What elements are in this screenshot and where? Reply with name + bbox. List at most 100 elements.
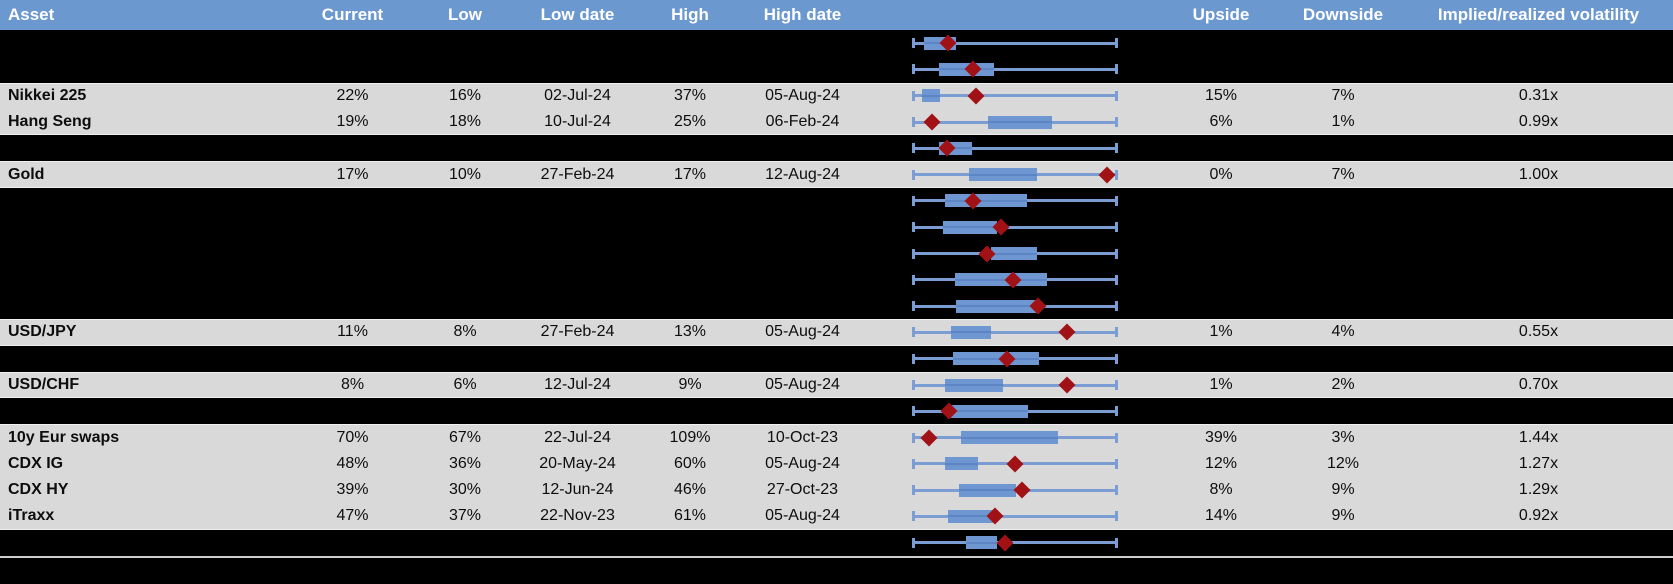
range-plot xyxy=(860,109,1160,135)
range-plot xyxy=(860,477,1160,503)
asset-cell: CDX IG xyxy=(8,454,64,472)
whisker-line xyxy=(913,94,1117,98)
low-date-cell: 12-Jun-24 xyxy=(541,481,614,499)
column-header-current: Current xyxy=(321,5,384,24)
table-body: Nikkei 225 22% 16% 02-Jul-24 37% 05-Aug-24 15%… xyxy=(0,30,1673,556)
range-plot xyxy=(860,372,1160,398)
high-cell: 60% xyxy=(673,454,707,472)
whisker-cap-left xyxy=(912,327,915,338)
asset-cell: iTraxx xyxy=(8,507,55,525)
current-diamond-marker xyxy=(1006,455,1024,473)
low-date-cell: 12-Jul-24 xyxy=(544,376,611,393)
redacted-row xyxy=(0,345,1673,372)
median-line xyxy=(969,173,1038,176)
high-cell: 46% xyxy=(673,481,707,499)
whisker-line xyxy=(913,330,1117,334)
table-row: CDX HY 39% 30% 12-Jun-24 46% 27-Oct-23 8% 9% 1.2… xyxy=(0,477,1673,504)
whisker-cap-left xyxy=(912,432,915,443)
low-cell: 6% xyxy=(453,376,477,393)
whisker-line xyxy=(913,67,1117,71)
whisker-cap-right xyxy=(1115,380,1118,390)
high-date-cell: 27-Oct-23 xyxy=(766,481,839,499)
whisker-cap-right xyxy=(1115,222,1118,233)
range-plot xyxy=(860,214,1160,240)
current-diamond-marker xyxy=(967,87,985,105)
whisker-line xyxy=(913,383,1117,387)
range-box xyxy=(955,299,1040,313)
table-row: USD/JPY 11% 8% 27-Feb-24 13% 05-Aug-24 1% 4% 0.5… xyxy=(0,319,1673,346)
range-box xyxy=(969,168,1038,182)
whisker-cap-right xyxy=(1115,301,1118,312)
current-diamond-marker xyxy=(923,113,941,131)
vol-cell: 0.99x xyxy=(1518,113,1559,131)
low-cell: 18% xyxy=(448,113,482,131)
whisker-cap-left xyxy=(912,274,915,285)
whisker-cap-left xyxy=(912,195,915,206)
table-row: CDX IG 48% 36% 20-May-24 60% 05-Aug-24 12% 12% 1… xyxy=(0,450,1673,478)
range-box xyxy=(948,404,1028,418)
upside-cell: 14% xyxy=(1204,507,1238,525)
current-cell: 70% xyxy=(336,428,369,446)
table-row: Gold 17% 10% 27-Feb-24 17% 12-Aug-24 0% 7% 1.00x xyxy=(0,161,1673,188)
high-date-cell: 06-Feb-24 xyxy=(765,113,840,131)
median-line xyxy=(955,278,1048,281)
column-header-asset: Asset xyxy=(8,5,55,24)
high-date-cell: 05-Aug-24 xyxy=(765,376,840,393)
median-line xyxy=(938,147,972,150)
whisker-cap-left xyxy=(912,143,915,154)
low-cell: 67% xyxy=(448,428,482,446)
whisker-cap-right xyxy=(1115,353,1118,364)
range-box xyxy=(945,457,979,471)
current-cell: 47% xyxy=(336,507,369,525)
whisker-cap-right xyxy=(1115,90,1118,101)
low-date-cell: 22-Nov-23 xyxy=(540,507,615,525)
table-row: iTraxx 47% 37% 22-Nov-23 61% 05-Aug-24 14% 9% 0.… xyxy=(0,503,1673,530)
current-diamond-marker xyxy=(1058,323,1076,341)
range-plot xyxy=(860,319,1160,345)
whisker-cap-right xyxy=(1115,117,1118,128)
range-box xyxy=(966,536,998,550)
redacted-row xyxy=(0,187,1673,215)
range-plot xyxy=(860,451,1160,477)
low-cell: 30% xyxy=(448,481,482,499)
column-header-low: Low xyxy=(448,5,482,24)
whisker-line xyxy=(913,514,1117,518)
redacted-row xyxy=(0,398,1673,425)
whisker-cap-left xyxy=(912,90,915,101)
high-cell: 13% xyxy=(673,323,707,341)
table-row: Hang Seng 19% 18% 10-Jul-24 25% 06-Feb-24 6% 1%… xyxy=(0,108,1673,136)
column-header-upside: Upside xyxy=(1192,5,1250,24)
whisker-cap-left xyxy=(912,301,915,312)
whisker-cap-left xyxy=(912,169,915,180)
current-cell: 17% xyxy=(336,165,369,183)
whisker-cap-left xyxy=(912,353,915,364)
asset-cell: USD/CHF xyxy=(8,376,80,393)
low-cell: 37% xyxy=(448,507,482,525)
current-cell: 8% xyxy=(340,376,365,393)
downside-cell: 9% xyxy=(1331,481,1355,499)
range-box xyxy=(945,194,1028,208)
high-cell: 37% xyxy=(673,86,707,104)
column-header-downside: Downside xyxy=(1302,5,1384,24)
high-cell: 9% xyxy=(678,376,702,393)
high-cell: 61% xyxy=(673,507,707,525)
high-date-cell: 05-Aug-24 xyxy=(765,86,840,104)
downside-cell: 2% xyxy=(1331,376,1355,393)
range-box xyxy=(953,352,1040,366)
vol-cell: 0.31x xyxy=(1518,86,1559,104)
high-cell: 17% xyxy=(673,165,707,183)
current-cell: 22% xyxy=(336,86,369,104)
range-plot xyxy=(860,240,1160,266)
whisker-cap-left xyxy=(912,537,915,548)
low-date-cell: 02-Jul-24 xyxy=(544,86,611,104)
range-plot xyxy=(860,135,1160,161)
current-diamond-marker xyxy=(996,534,1014,552)
low-date-cell: 10-Jul-24 xyxy=(544,113,611,131)
range-plot xyxy=(860,398,1160,424)
vol-cell: 1.27x xyxy=(1518,454,1559,472)
bottom-separator-line xyxy=(0,555,1673,558)
high-cell: 25% xyxy=(673,113,707,131)
low-date-cell: 20-May-24 xyxy=(539,454,616,472)
whisker-line xyxy=(913,41,1117,45)
